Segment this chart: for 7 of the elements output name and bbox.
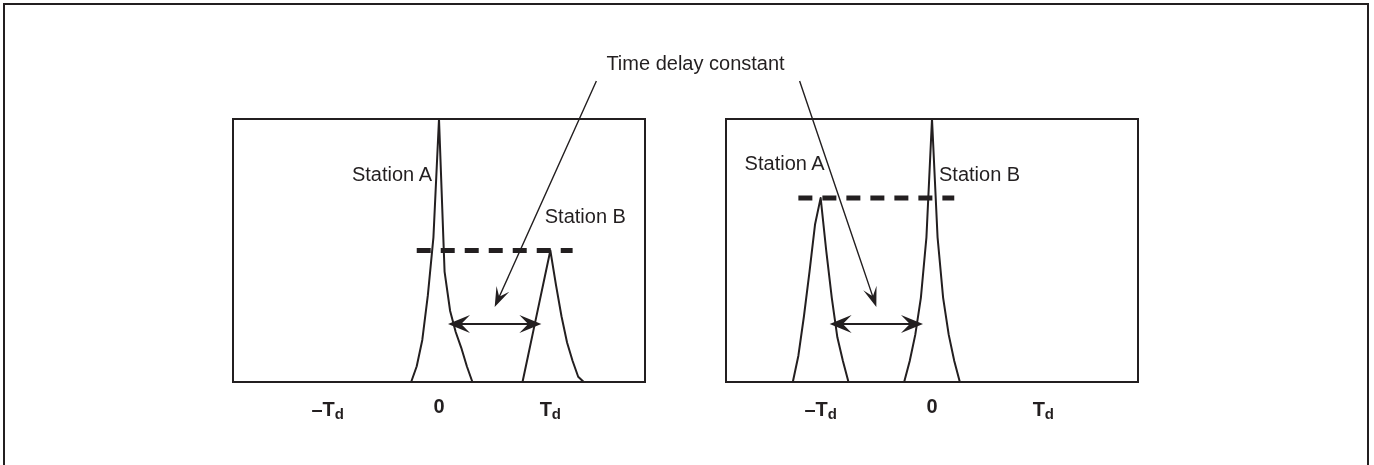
x-tick-label: 0 <box>433 395 445 417</box>
series-label: Station B <box>544 204 626 227</box>
series-label: Station B <box>939 163 1021 185</box>
text: Time delay constant <box>606 52 785 75</box>
series-label: Station A <box>351 163 433 185</box>
x-tick-label: 0 <box>926 395 938 417</box>
series-label: Station A <box>744 151 826 174</box>
